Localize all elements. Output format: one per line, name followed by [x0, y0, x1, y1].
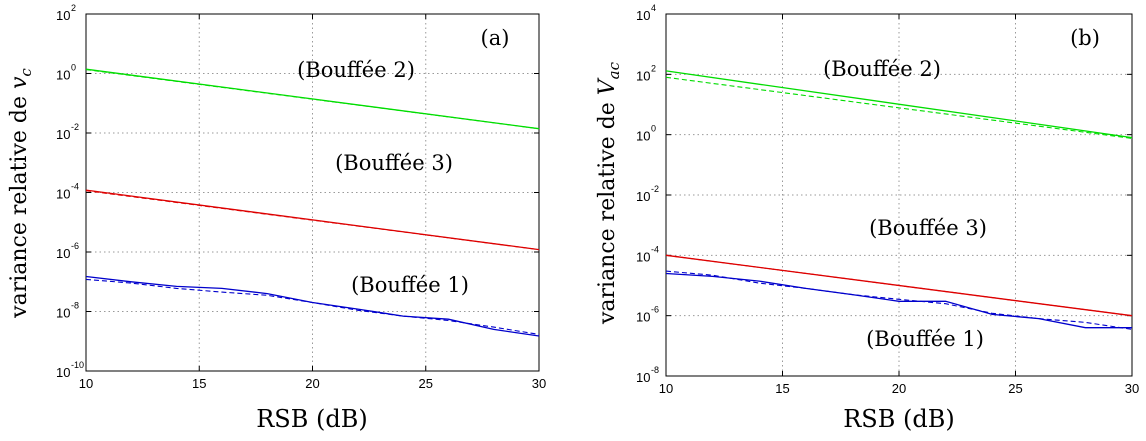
y-tick-exponent: -10: [71, 360, 84, 370]
y-tick-label: 10: [636, 370, 650, 385]
x-tick-label: 20: [892, 381, 906, 396]
y-tick-exponent: -4: [71, 182, 79, 192]
y-tick-label: 10: [56, 365, 70, 380]
y-tick-exponent: 2: [651, 63, 656, 73]
y-tick-label: 10: [636, 129, 650, 144]
y-tick-label: 10: [56, 127, 70, 142]
y-tick-exponent: -6: [71, 241, 79, 251]
y-tick-label: 10: [56, 8, 70, 23]
y-axis-label-variable: v: [7, 76, 32, 89]
x-tick-label: 15: [192, 376, 206, 391]
y-tick-exponent: 0: [71, 63, 76, 73]
x-tick-label: 10: [659, 381, 673, 396]
y-tick-label: 10: [636, 310, 650, 325]
x-tick-label: 20: [305, 376, 319, 391]
series-annotation: (Bouffée 3): [869, 216, 987, 240]
y-tick-exponent: -2: [71, 122, 79, 132]
series-line-dashed: [85, 278, 540, 335]
x-axis-label: RSB (dB): [843, 405, 955, 433]
panel-label: (a): [481, 26, 510, 50]
series-line-dashed: [665, 76, 1133, 139]
y-tick-label: 10: [636, 68, 650, 83]
series-annotation: (Bouffée 1): [866, 327, 984, 351]
y-tick-exponent: 4: [651, 3, 656, 13]
series-line-solid: [665, 70, 1133, 139]
series-annotation: (Bouffée 2): [823, 57, 941, 81]
y-tick-exponent: 2: [71, 3, 76, 13]
y-tick-label: 10: [56, 187, 70, 202]
series-line-dashed: [665, 254, 1133, 317]
y-axis-label-subscript: c: [17, 68, 35, 77]
y-tick-exponent: -6: [651, 305, 659, 315]
series-line-dashed: [665, 270, 1133, 330]
y-tick-exponent: -8: [71, 301, 79, 311]
y-axis-label-subscript: ac: [605, 61, 623, 79]
x-tick-label: 30: [1125, 381, 1139, 396]
y-tick-label: 10: [56, 68, 70, 83]
panel-label: (b): [1070, 26, 1100, 50]
y-tick-label: 10: [56, 306, 70, 321]
x-tick-label: 25: [419, 376, 433, 391]
x-tick-label: 15: [775, 381, 789, 396]
x-tick-label: 25: [1008, 381, 1022, 396]
y-axis-label: variance relative de vc: [7, 68, 35, 319]
series-line-dashed: [85, 190, 540, 251]
series-line-solid: [665, 272, 1132, 329]
y-tick-label: 10: [636, 8, 650, 23]
y-tick-exponent: 0: [651, 124, 656, 134]
y-axis-label-variable: V: [595, 77, 620, 95]
series-annotation: (Bouffée 3): [335, 151, 453, 175]
y-axis-label: variance relative de Vac: [595, 61, 623, 325]
series-line-dashed: [85, 69, 540, 130]
y-tick-label: 10: [636, 249, 650, 264]
y-axis-label-text: variance relative de: [7, 89, 32, 319]
x-tick-label: 10: [79, 376, 93, 391]
y-tick-label: 10: [56, 246, 70, 261]
x-tick-label: 30: [532, 376, 546, 391]
y-tick-exponent: -8: [651, 365, 659, 375]
y-tick-exponent: -4: [651, 244, 659, 254]
y-axis-label-text: variance relative de: [595, 95, 620, 325]
x-axis-label: RSB (dB): [256, 405, 368, 433]
y-tick-label: 10: [636, 189, 650, 204]
y-tick-exponent: -2: [651, 184, 659, 194]
series-annotation: (Bouffée 2): [297, 58, 415, 82]
series-annotation: (Bouffée 1): [351, 273, 469, 297]
